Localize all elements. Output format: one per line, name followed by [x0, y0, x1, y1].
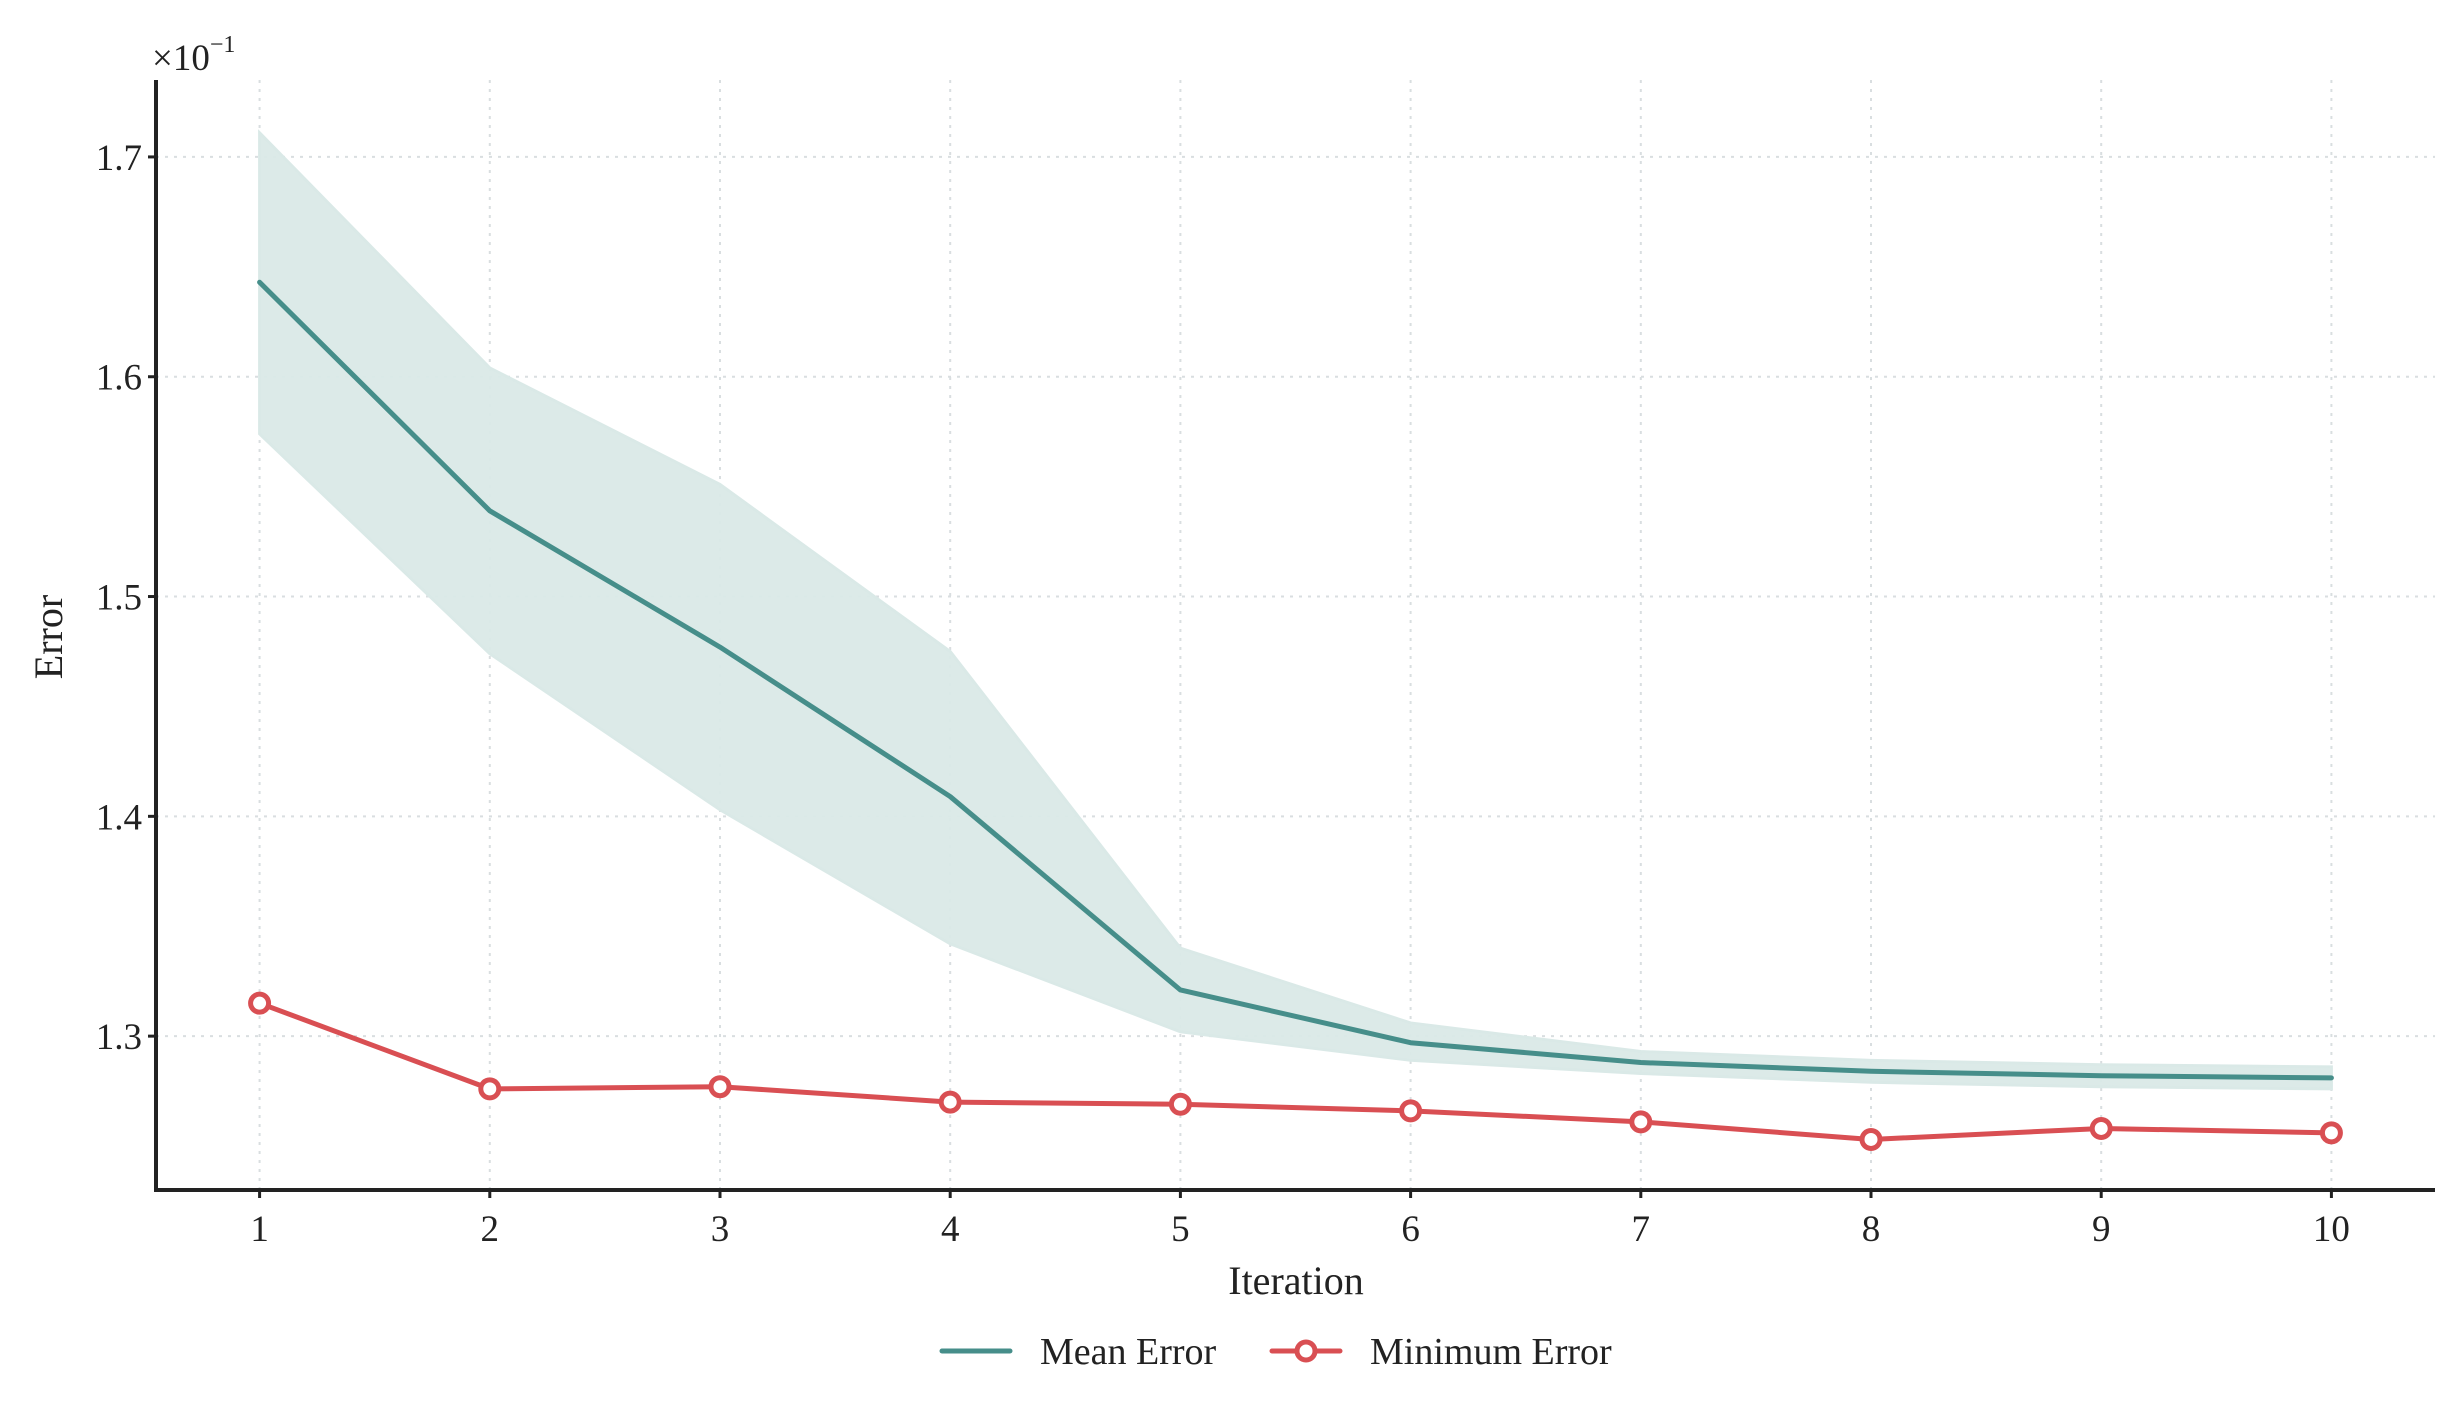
x-tick-label-7: 7	[1632, 1209, 1651, 1250]
x-tick-label-2: 2	[481, 1209, 500, 1250]
legend-marker-minimum-error	[1294, 1339, 1318, 1363]
x-tick-label-10: 10	[2313, 1209, 2350, 1250]
legend: Mean Error Minimum Error	[939, 1331, 1612, 1373]
y-tick-label-1.6: 1.6	[96, 358, 142, 399]
x-tick-label-9: 9	[2092, 1209, 2111, 1250]
y-scale-base: ×10	[152, 38, 210, 79]
x-tick-label-6: 6	[1401, 1209, 1420, 1250]
y-tick-label-1.5: 1.5	[96, 578, 142, 619]
minimum-error-point-4	[938, 1090, 962, 1114]
x-tick-label-1: 1	[250, 1209, 269, 1250]
mean-error-line	[257, 279, 2334, 1081]
series-layer	[248, 279, 2343, 1151]
x-axis-label: Iteration	[1228, 1258, 1364, 1303]
minimum-error-point-9	[2089, 1116, 2113, 1140]
x-tick-label-4: 4	[941, 1209, 960, 1250]
minimum-error-point-10	[2319, 1121, 2343, 1145]
minimum-error-point-3	[708, 1075, 732, 1099]
x-tick-label-3: 3	[711, 1209, 730, 1250]
minimum-error-point-8	[1859, 1127, 1883, 1151]
minimum-error-line	[257, 1000, 2334, 1142]
x-tick-label-8: 8	[1862, 1209, 1881, 1250]
minimum-error-point-1	[248, 991, 272, 1015]
minimum-error-point-2	[478, 1077, 502, 1101]
minimum-error-point-7	[1629, 1110, 1653, 1134]
mean-error-band	[258, 129, 2333, 1091]
y-tick-label-1.4: 1.4	[96, 797, 142, 838]
y-scale-exponent: −1	[210, 32, 236, 58]
y-tick-label-1.3: 1.3	[96, 1017, 142, 1058]
axes	[148, 80, 2435, 1198]
y-axis-label: Error	[26, 595, 71, 679]
minimum-error-point-5	[1168, 1092, 1192, 1116]
legend-label-minimum-error: Minimum Error	[1370, 1331, 1612, 1373]
confidence-band-layer	[258, 129, 2333, 1091]
minimum-error-point-6	[1399, 1099, 1423, 1123]
tick-labels: 1 2 3 4 5 6 7 8 9 10 1.3 1.4 1.5 1.6 1.7	[96, 138, 2350, 1250]
x-tick-label-5: 5	[1171, 1209, 1190, 1250]
y-tick-label-1.7: 1.7	[96, 138, 142, 179]
y-scale-multiplier: ×10−1	[152, 32, 235, 79]
legend-label-mean-error: Mean Error	[1040, 1331, 1217, 1373]
